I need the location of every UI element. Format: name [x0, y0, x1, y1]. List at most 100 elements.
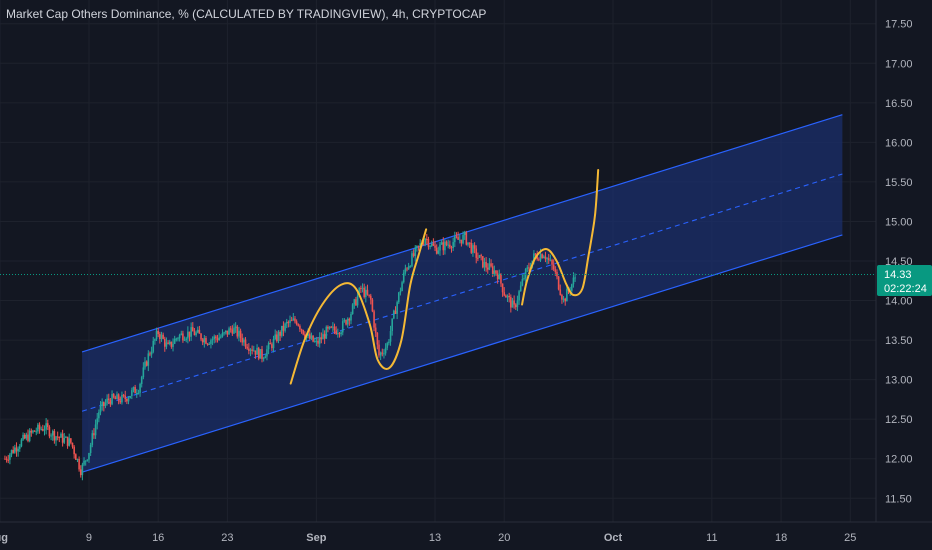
candle-body — [150, 351, 153, 355]
candle-body — [86, 459, 89, 461]
candle-body — [369, 295, 372, 300]
candle-body — [416, 245, 418, 248]
candle-body — [402, 272, 405, 283]
candle-body — [470, 243, 473, 253]
candle-body — [437, 250, 440, 254]
candle-body — [32, 430, 34, 433]
candle-body — [267, 343, 270, 350]
candle-body — [42, 428, 44, 431]
candle-body — [4, 458, 6, 460]
candle-body — [477, 257, 479, 259]
candle-body — [233, 327, 235, 334]
candle-body — [551, 259, 553, 265]
parallel-channel[interactable] — [81, 114, 843, 473]
countdown-label: 02:22:24 — [884, 283, 927, 295]
candle-body — [556, 271, 558, 277]
candle-body — [89, 444, 92, 453]
candle-body — [340, 332, 342, 335]
candle-body — [549, 259, 552, 261]
candle-body — [325, 326, 328, 339]
candle-body — [388, 341, 390, 344]
candle-body — [318, 337, 321, 344]
candle-body — [562, 298, 565, 300]
y-tick-label: 17.50 — [885, 19, 913, 31]
candle-body — [346, 318, 349, 325]
candle-body — [163, 338, 166, 347]
candle-body — [177, 338, 179, 340]
candle-body — [276, 334, 278, 342]
candle-body — [519, 285, 522, 292]
candle-body — [271, 344, 273, 349]
candle-body — [449, 244, 451, 248]
candle-body — [391, 318, 393, 332]
candle-body — [404, 268, 407, 273]
candle-body — [200, 333, 202, 340]
candle-body — [213, 336, 216, 340]
candle-body — [190, 327, 192, 337]
projection-curve-1[interactable] — [289, 228, 428, 385]
candle-body — [38, 424, 41, 430]
candle-body — [491, 266, 494, 274]
candle-body — [12, 449, 14, 453]
candle-body — [554, 269, 557, 272]
candle-body — [538, 259, 540, 261]
candle-body — [284, 323, 286, 331]
candle-body — [472, 245, 474, 253]
candle-body — [384, 347, 387, 354]
candle-body — [183, 339, 186, 341]
candle-body — [25, 434, 28, 439]
x-tick-label: 16 — [152, 532, 164, 544]
x-tick-label: 13 — [429, 532, 441, 544]
candle-body — [109, 400, 112, 405]
channel-middle-line[interactable] — [81, 173, 843, 412]
candle-body — [541, 254, 543, 259]
candle-body — [78, 459, 80, 470]
candle-body — [320, 337, 323, 340]
candle-body — [116, 394, 118, 400]
candle-body — [327, 326, 329, 329]
candle-body — [345, 320, 347, 325]
candle-body — [501, 283, 504, 293]
candle-body — [292, 318, 295, 321]
channel-upper-line[interactable] — [81, 114, 843, 353]
candle-body — [308, 333, 311, 339]
candle-body — [330, 326, 333, 328]
candle-body — [495, 270, 497, 274]
candle-body — [152, 340, 155, 352]
channel-lower-line[interactable] — [81, 234, 843, 473]
projection-drawing[interactable] — [289, 169, 600, 385]
candle-body — [376, 332, 379, 345]
candle-body — [435, 247, 438, 254]
candle-body — [333, 326, 336, 331]
candle-body — [343, 320, 346, 322]
candle-body — [447, 244, 450, 246]
candle-body — [60, 433, 62, 438]
candle-body — [486, 267, 489, 270]
projection-curve-2[interactable] — [521, 169, 600, 306]
candle-body — [27, 434, 29, 441]
price-badge[interactable]: 14.33 02:22:24 — [877, 265, 932, 296]
candle-body — [126, 399, 128, 402]
candle-body — [297, 324, 300, 326]
candle-body — [393, 310, 395, 319]
candle-body — [379, 352, 382, 356]
candle-body — [187, 331, 189, 339]
candle-body — [45, 423, 47, 430]
candle-body — [132, 387, 135, 391]
candle-body — [287, 322, 290, 324]
candle-body — [226, 330, 229, 335]
candle-body — [350, 313, 352, 321]
candle-body — [168, 341, 171, 344]
candle-body — [175, 338, 178, 340]
candle-body — [412, 253, 415, 256]
x-tick-label: Oct — [604, 532, 623, 544]
candle-body — [106, 398, 108, 403]
y-tick-label: 12.00 — [885, 454, 913, 466]
candle-body — [513, 300, 515, 305]
candle-body — [88, 452, 90, 460]
candle-body — [50, 435, 52, 437]
candle-body — [465, 232, 468, 245]
